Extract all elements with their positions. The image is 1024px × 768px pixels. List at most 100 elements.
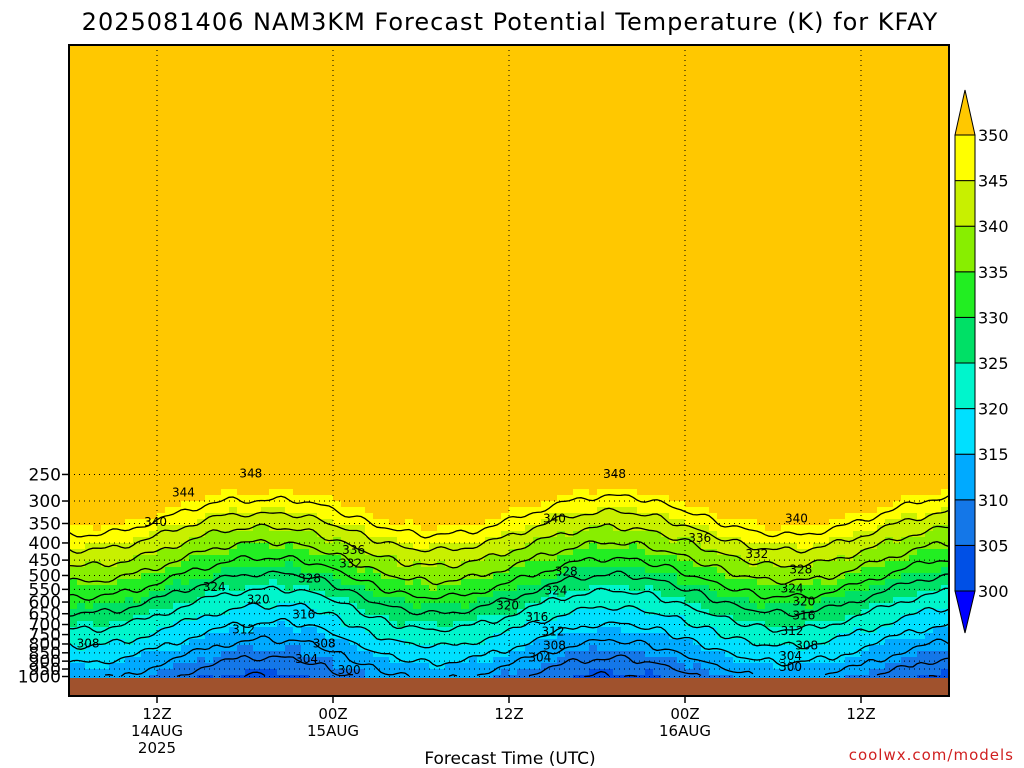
- field-cell: [429, 477, 438, 484]
- field-cell: [149, 657, 158, 664]
- field-cell: [325, 309, 334, 316]
- field-cell: [157, 531, 166, 538]
- field-cell: [333, 555, 342, 562]
- field-cell: [357, 561, 366, 568]
- field-cell: [285, 381, 294, 388]
- field-cell: [261, 93, 270, 100]
- field-cell: [165, 381, 174, 388]
- field-cell: [245, 489, 254, 496]
- field-cell: [93, 219, 102, 226]
- field-cell: [181, 225, 190, 232]
- field-cell: [309, 543, 318, 550]
- field-cell: [77, 351, 86, 358]
- field-cell: [253, 147, 262, 154]
- field-cell: [333, 417, 342, 424]
- field-cell: [173, 171, 182, 178]
- field-cell: [85, 657, 94, 664]
- field-cell: [117, 405, 126, 412]
- field-cell: [397, 291, 406, 298]
- field-cell: [293, 357, 302, 364]
- field-cell: [285, 351, 294, 358]
- field-cell: [77, 465, 86, 472]
- field-cell: [149, 315, 158, 322]
- field-cell: [437, 75, 446, 82]
- field-cell: [197, 399, 206, 406]
- field-cell: [213, 579, 222, 586]
- field-cell: [309, 201, 318, 208]
- field-cell: [349, 351, 358, 358]
- field-cell: [101, 549, 110, 556]
- field-cell: [333, 663, 342, 670]
- field-cell: [85, 591, 94, 598]
- field-cell: [317, 525, 326, 532]
- field-cell: [413, 609, 422, 616]
- field-cell: [93, 417, 102, 424]
- field-cell: [317, 477, 326, 484]
- field-cell: [189, 255, 198, 262]
- field-cell: [125, 243, 134, 250]
- field-cell: [189, 579, 198, 586]
- field-cell: [221, 363, 230, 370]
- field-cell: [421, 543, 430, 550]
- field-cell: [421, 297, 430, 304]
- field-cell: [189, 207, 198, 214]
- field-cell: [213, 549, 222, 556]
- field-cell: [245, 165, 254, 172]
- field-cell: [389, 45, 398, 52]
- field-cell: [141, 519, 150, 526]
- field-cell: [125, 153, 134, 160]
- field-cell: [133, 597, 142, 604]
- field-cell: [237, 531, 246, 538]
- field-cell: [101, 369, 110, 376]
- field-cell: [301, 381, 310, 388]
- field-cell: [173, 585, 182, 592]
- field-cell: [285, 453, 294, 460]
- field-cell: [149, 483, 158, 490]
- field-cell: [197, 669, 206, 676]
- field-cell: [325, 459, 334, 466]
- field-cell: [165, 321, 174, 328]
- field-cell: [437, 123, 446, 130]
- field-cell: [157, 87, 166, 94]
- field-cell: [173, 333, 182, 340]
- field-cell: [317, 255, 326, 262]
- field-cell: [381, 249, 390, 256]
- field-cell: [301, 423, 310, 430]
- field-cell: [317, 81, 326, 88]
- field-cell: [317, 411, 326, 418]
- field-cell: [141, 663, 150, 670]
- field-cell: [357, 411, 366, 418]
- field-cell: [157, 441, 166, 448]
- field-cell: [341, 117, 350, 124]
- field-cell: [325, 321, 334, 328]
- field-cell: [189, 153, 198, 160]
- field-cell: [389, 249, 398, 256]
- field-cell: [85, 321, 94, 328]
- field-cell: [117, 225, 126, 232]
- field-cell: [365, 387, 374, 394]
- field-cell: [429, 285, 438, 292]
- field-cell: [285, 309, 294, 316]
- field-cell: [349, 195, 358, 202]
- field-cell: [69, 459, 78, 466]
- field-cell: [349, 93, 358, 100]
- field-cell: [229, 261, 238, 268]
- field-cell: [405, 555, 414, 562]
- field-cell: [181, 105, 190, 112]
- field-cell: [85, 297, 94, 304]
- field-cell: [405, 645, 414, 652]
- field-cell: [301, 117, 310, 124]
- field-cell: [133, 465, 142, 472]
- field-cell: [109, 357, 118, 364]
- field-cell: [181, 81, 190, 88]
- field-cell: [389, 549, 398, 556]
- field-cell: [261, 453, 270, 460]
- field-cell: [397, 339, 406, 346]
- field-cell: [165, 387, 174, 394]
- field-cell: [413, 519, 422, 526]
- field-cell: [309, 81, 318, 88]
- field-cell: [397, 609, 406, 616]
- field-cell: [109, 489, 118, 496]
- field-cell: [373, 237, 382, 244]
- field-cell: [245, 399, 254, 406]
